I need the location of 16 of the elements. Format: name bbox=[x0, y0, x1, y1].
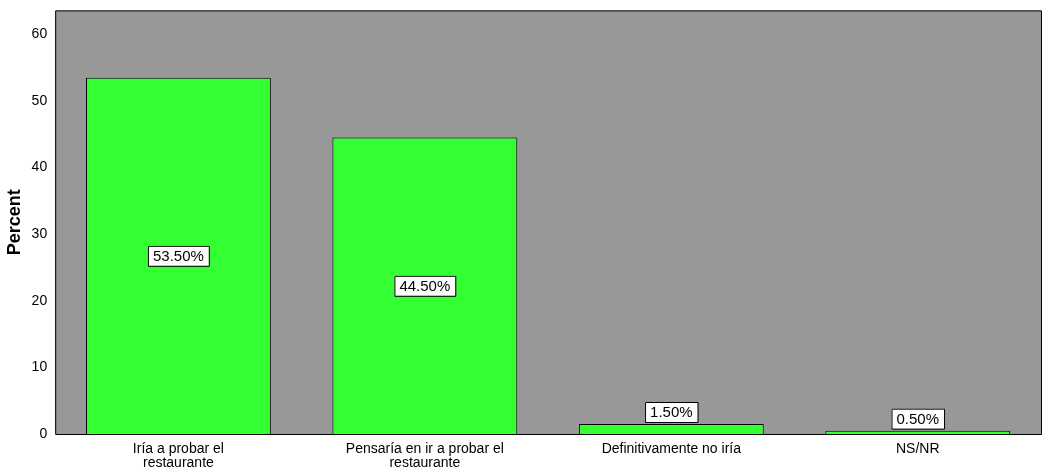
y-tick-label: 10 bbox=[31, 358, 48, 375]
y-tick-label: 50 bbox=[31, 91, 48, 108]
y-tick-label: 30 bbox=[31, 225, 48, 242]
data-label: 53.50% bbox=[152, 246, 204, 264]
y-tick-label: 0 bbox=[39, 424, 48, 441]
y-tick-label: 40 bbox=[31, 158, 48, 175]
x-tick-label: Iría a probar el restaurante bbox=[132, 439, 224, 470]
data-label: 44.50% bbox=[399, 276, 451, 294]
data-label: 1.50% bbox=[650, 403, 693, 421]
y-tick-label: 60 bbox=[31, 25, 48, 42]
data-label: 0.50% bbox=[896, 409, 940, 427]
x-tick-label: Definitivamente no iría bbox=[601, 439, 742, 456]
x-tick-label: NS/NR bbox=[895, 439, 940, 456]
y-axis-title: Percent bbox=[3, 189, 24, 256]
x-tick-label: Pensaría en ir a probar el restaurante bbox=[345, 439, 504, 470]
y-tick-label: 20 bbox=[31, 291, 48, 308]
